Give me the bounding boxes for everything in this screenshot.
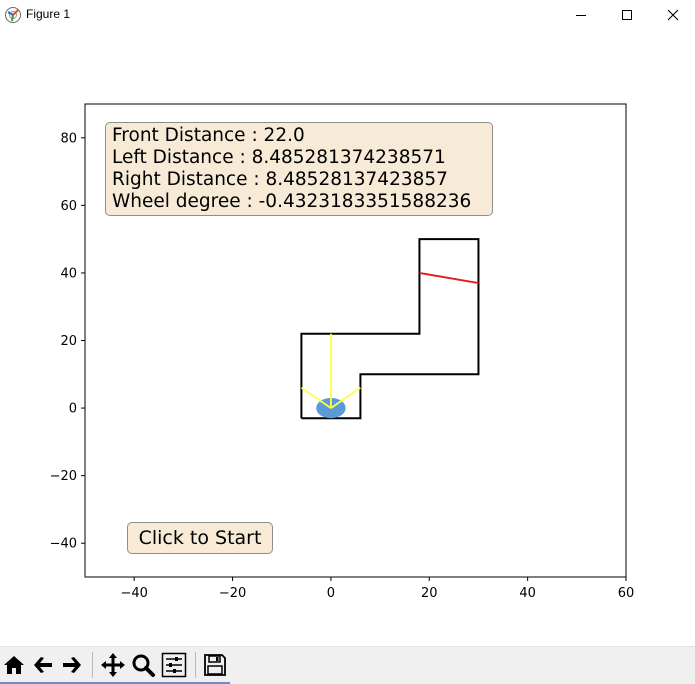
x-tick-label: 40 — [519, 586, 536, 601]
y-tick-label: 80 — [60, 131, 77, 146]
save-button[interactable] — [201, 651, 229, 679]
plot-area[interactable]: −40 −20 0 20 40 60 −40 −20 0 20 40 60 80 — [0, 30, 695, 644]
x-tick-label: −40 — [120, 586, 147, 601]
zoom-icon — [132, 654, 155, 677]
toolbar-separator — [195, 652, 196, 678]
minimize-button[interactable] — [558, 0, 604, 30]
right-distance-text: Right Distance : 8.48528137423857 — [112, 169, 448, 190]
finish-line — [419, 272, 479, 284]
x-tick-label: 20 — [421, 586, 438, 601]
back-arrow-icon — [34, 657, 52, 673]
maximize-icon — [622, 10, 632, 20]
x-tick-label: 60 — [618, 586, 635, 601]
home-icon — [4, 656, 24, 674]
x-tick-label: −20 — [219, 586, 246, 601]
left-sensor-line — [300, 387, 332, 409]
distance-info-box: Front Distance : 22.0 Left Distance : 8.… — [105, 122, 493, 216]
y-tick-label: −20 — [50, 469, 77, 484]
configure-subplots-button[interactable] — [160, 651, 188, 679]
left-distance-text: Left Distance : 8.485281374238571 — [112, 147, 446, 168]
y-tick-label: 0 — [69, 402, 77, 417]
window-title: Figure 1 — [26, 7, 71, 21]
maximize-button[interactable] — [604, 0, 650, 30]
wheel-degree-text: Wheel degree : -0.4323183351588236 — [112, 191, 472, 212]
toolbar-separator — [92, 652, 93, 678]
y-tick-label: 40 — [60, 266, 77, 281]
x-tick-label: 0 — [327, 586, 335, 601]
home-button[interactable] — [0, 651, 28, 679]
forward-button[interactable] — [58, 651, 86, 679]
configure-subplots-icon — [161, 652, 187, 678]
front-distance-text: Front Distance : 22.0 — [112, 125, 305, 146]
minimize-icon — [576, 15, 586, 16]
pan-button[interactable] — [99, 651, 127, 679]
forward-arrow-icon — [63, 657, 81, 673]
y-tick-label: −40 — [50, 537, 77, 552]
save-icon — [204, 654, 226, 676]
right-sensor-line — [330, 387, 361, 409]
y-tick-label: 60 — [60, 199, 77, 214]
start-button[interactable]: Click to Start — [127, 522, 273, 554]
matplotlib-icon — [4, 6, 22, 24]
zoom-button[interactable] — [129, 651, 157, 679]
close-icon — [667, 9, 679, 21]
back-button[interactable] — [29, 651, 57, 679]
navigation-toolbar — [0, 646, 695, 684]
track-boundary — [300, 238, 480, 420]
y-tick-label: 20 — [60, 334, 77, 349]
pan-icon — [101, 653, 125, 677]
title-bar: Figure 1 — [0, 0, 695, 30]
close-button[interactable] — [650, 0, 695, 30]
